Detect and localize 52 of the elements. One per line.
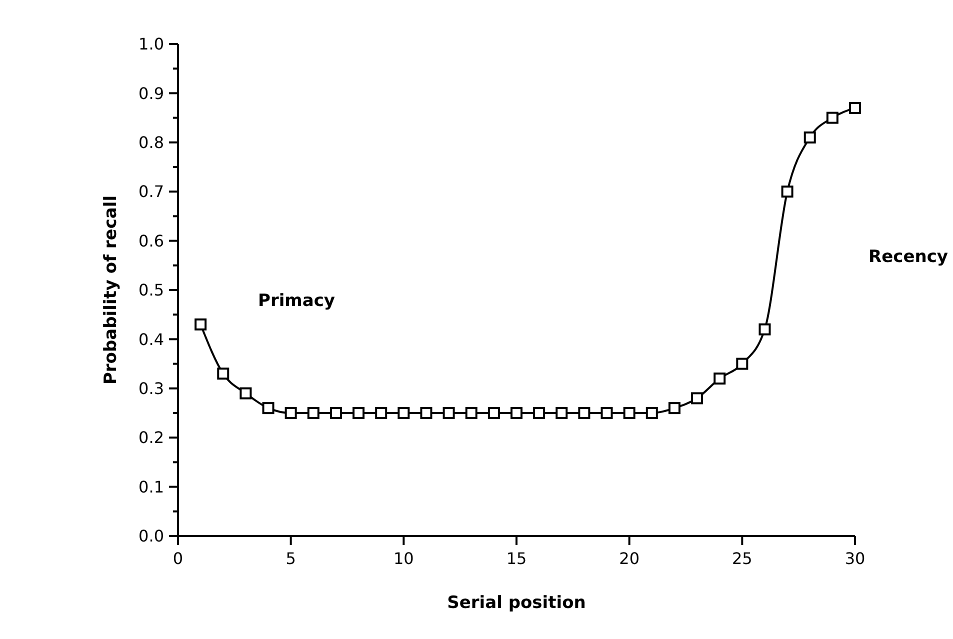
point xyxy=(556,407,568,419)
point xyxy=(217,368,230,380)
point xyxy=(352,407,365,419)
point xyxy=(623,407,636,419)
y-tick-label: 0.0 xyxy=(138,526,164,546)
y-tick-label: 0.5 xyxy=(138,280,164,300)
x-tick-label: 0 xyxy=(172,549,184,568)
text: Recency xyxy=(868,247,948,267)
x-tick-label: 30 xyxy=(844,549,866,568)
point xyxy=(488,407,500,419)
point xyxy=(668,402,680,414)
point xyxy=(600,407,613,419)
y-tick-label: 0.1 xyxy=(138,477,164,496)
point xyxy=(307,407,320,419)
point xyxy=(194,318,207,330)
point xyxy=(826,112,838,124)
point xyxy=(781,186,794,198)
y-tick-label: 1.0 xyxy=(138,34,164,54)
point xyxy=(442,407,455,419)
point xyxy=(284,407,297,419)
point xyxy=(849,102,861,114)
point xyxy=(398,407,410,419)
point xyxy=(533,407,546,419)
point xyxy=(758,323,771,336)
y-tick-label: 0.8 xyxy=(138,133,164,152)
x-tick-label: 5 xyxy=(286,549,296,568)
x-tick-label: 15 xyxy=(506,549,527,568)
annotation: Primacy xyxy=(258,291,336,311)
point xyxy=(691,392,704,404)
point xyxy=(714,372,726,385)
point xyxy=(804,131,816,144)
point xyxy=(510,407,522,419)
point xyxy=(420,407,432,419)
x-tick-label: 10 xyxy=(393,549,414,568)
point xyxy=(646,407,658,419)
y-tick-label: 0.4 xyxy=(138,330,164,349)
point xyxy=(375,407,388,419)
point xyxy=(262,402,274,414)
y-tick-label: 0.7 xyxy=(138,182,164,202)
y-tick-label: 0.3 xyxy=(138,379,164,398)
x-tick-label: 20 xyxy=(619,549,640,568)
x-tick-label: 25 xyxy=(732,549,752,568)
point xyxy=(465,407,478,419)
point xyxy=(330,407,342,419)
y-axis-title: Probability of recall xyxy=(101,195,121,385)
point xyxy=(736,358,748,370)
y-tick-label: 0.2 xyxy=(138,428,164,448)
point xyxy=(578,407,590,419)
x-axis-title: Serial position xyxy=(447,593,586,613)
point xyxy=(240,387,252,400)
y-tick-label: 0.9 xyxy=(138,84,164,103)
y-tick-label: 0.6 xyxy=(138,231,164,250)
